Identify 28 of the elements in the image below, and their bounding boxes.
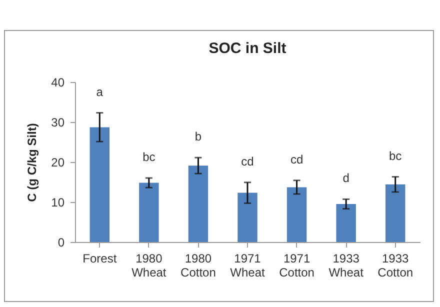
y-tick-label: 0	[58, 236, 65, 250]
x-tick-label: 1933 Wheat	[328, 252, 364, 280]
annotation: a	[96, 84, 104, 99]
x-tick-label: 1971 Wheat	[230, 252, 266, 280]
annotation: cd	[241, 154, 254, 168]
bar	[188, 166, 208, 242]
y-axis-title: C (g C/kg Silt)	[25, 123, 40, 202]
bar	[238, 192, 258, 242]
y-tick-label: 10	[51, 196, 65, 210]
bar	[336, 204, 356, 242]
annotation: b	[194, 130, 202, 144]
x-tick-label: 1933 Cotton	[378, 252, 414, 280]
x-tick-label: 1980 Cotton	[180, 252, 216, 280]
x-tick-label: 1980 Wheat	[132, 252, 167, 280]
bar	[286, 187, 307, 242]
annotation: bc	[142, 150, 156, 164]
annotation: cd	[290, 152, 304, 166]
bar	[386, 184, 406, 242]
bar	[139, 182, 159, 242]
y-tick-label: 40	[51, 76, 65, 90]
y-tick-label: 30	[51, 116, 65, 130]
x-tick-label: 1971 Cotton	[279, 252, 314, 280]
y-tick-label: 20	[51, 156, 65, 170]
x-tick-label: Forest	[82, 252, 118, 266]
annotation: bc	[389, 148, 402, 163]
chart-title: SOC in Silt	[208, 40, 286, 57]
annotation: d	[342, 171, 350, 186]
bar	[90, 127, 110, 242]
